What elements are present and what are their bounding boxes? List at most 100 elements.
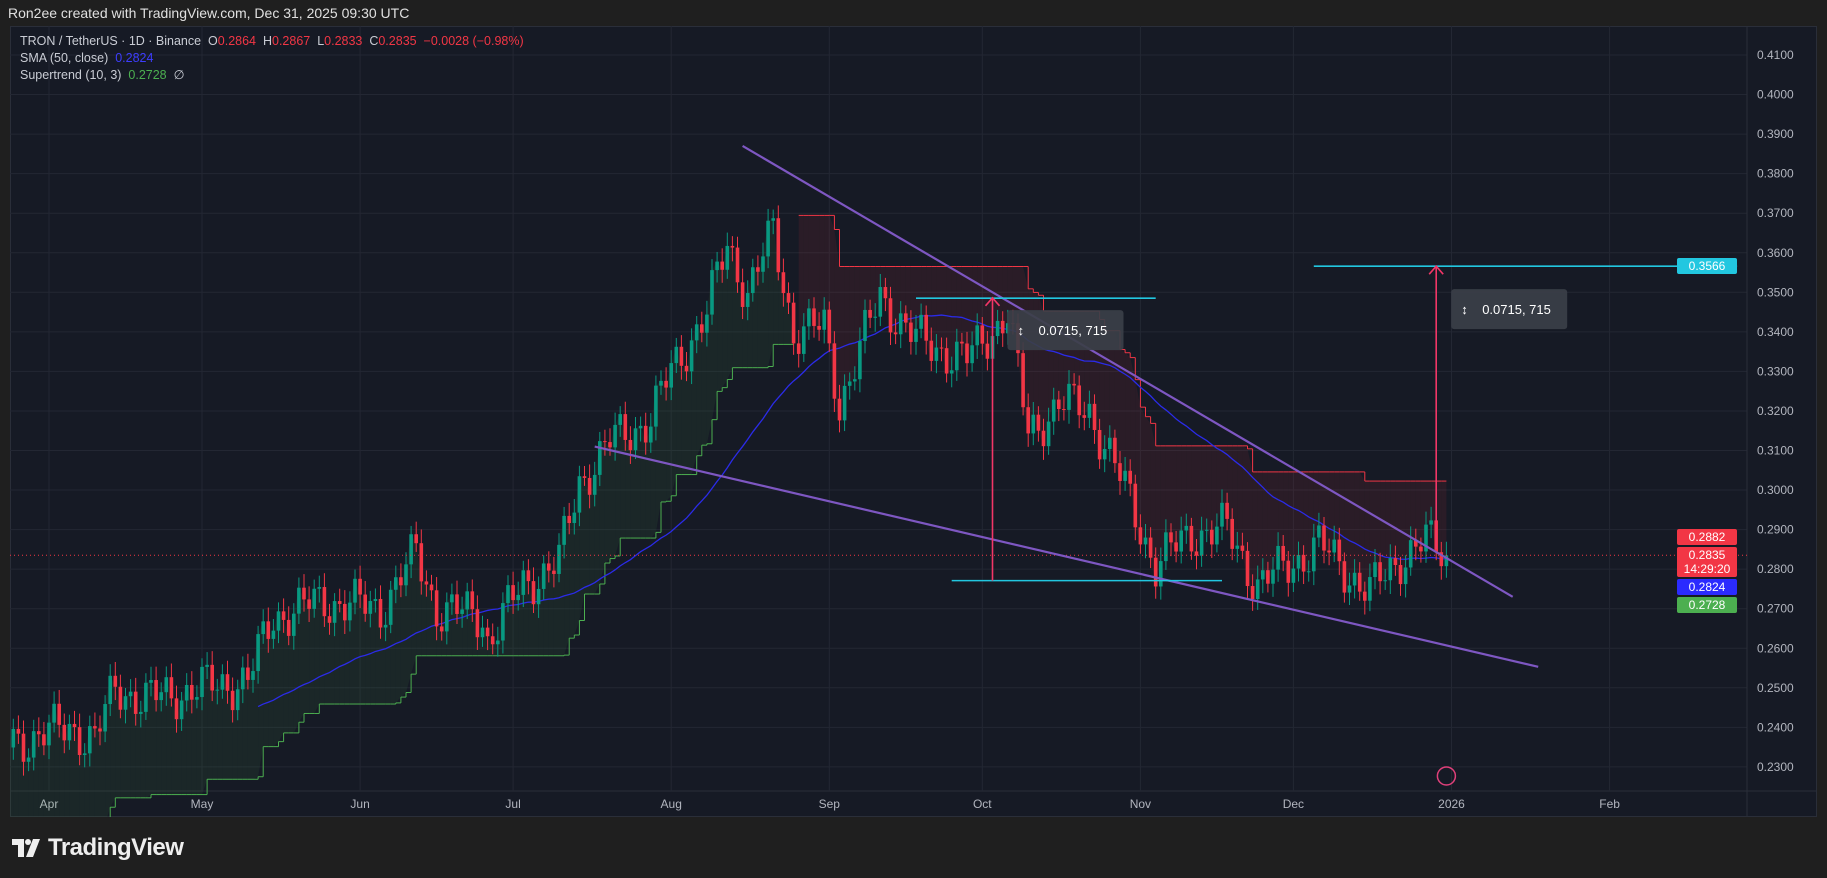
candle-body [455,594,459,614]
candle-body [1087,403,1092,418]
candle-body [322,587,327,617]
candle-body [1118,463,1122,481]
supertrend-fill [533,588,539,656]
supertrend-fill [870,266,876,318]
supertrend-fill [900,266,906,323]
supertrend-fill [186,684,192,795]
candle-body [684,365,689,372]
chart-credit: Ron2ee created with TradingView.com, Dec… [8,5,410,21]
candle-body [327,616,332,623]
price-chart[interactable]: 0.2300 0.2400 0.2500 0.2600 0.2700 0.2800 0.29… [10,26,1817,817]
candle-body [842,385,847,421]
supertrend-fill [727,245,733,380]
price-badge-value: 0.2882 [1688,529,1726,544]
candle-body [526,570,531,582]
supertrend-fill [1288,471,1294,583]
candle-body [592,474,597,495]
tradingview-logo[interactable]: TradingView [12,834,184,862]
supertrend-fill [1196,445,1202,556]
candle-body [1301,554,1306,572]
supertrend-fill [426,584,432,656]
supertrend-fill [783,293,789,345]
candle-body [133,691,138,714]
supertrend-fill [1420,481,1426,552]
supertrend-fill [1181,445,1187,531]
price-badge-value: 0.2824 [1688,580,1726,595]
candle-body [383,624,388,628]
candle-body [1220,502,1224,527]
y-tick-label: 0.3700 [1757,206,1794,220]
candle-body [796,343,801,354]
candle-body [740,282,745,307]
candle-body [531,581,536,605]
candle-body [1077,385,1081,416]
candle-body [516,594,520,601]
candle-body [1174,542,1178,552]
candle-body [929,340,934,361]
candle-body [1194,551,1199,556]
price-badge: 0.2835 14:29:20 [1677,547,1737,578]
supertrend-fill [814,215,820,330]
supertrend-fill [472,609,478,656]
candle-body [1429,520,1433,525]
candle-body [297,587,301,614]
supertrend-fill [1426,481,1432,525]
candle-body [598,441,602,475]
candle-body [1133,483,1138,528]
high-value: 0.2867 [272,34,311,48]
candle-body [700,324,704,333]
arrow-head-icon [984,296,1001,307]
supertrend-fill [1349,471,1355,586]
supertrend-fill [722,245,728,388]
candle-body [230,690,235,711]
candle-body [77,727,82,756]
supertrend-fill [696,324,702,456]
candle-body [1439,552,1444,567]
candle-body [725,245,730,270]
candle-body [144,682,148,712]
candle-body [1419,546,1423,552]
supertrend-fill [161,677,167,795]
y-tick-label: 0.3100 [1757,444,1794,458]
symbol-row[interactable]: TRON / TetherUS · 1D · Binance O0.2864 H… [20,33,524,50]
candle-body [31,731,36,758]
candle-body [388,589,393,625]
candle-body [873,316,877,318]
candle-body [654,385,658,427]
supertrend-fill [151,680,157,795]
supertrend-fill [839,266,845,421]
supertrend-fill [79,753,85,817]
candle-body [1266,570,1270,584]
candle-body [613,424,617,448]
sma-row[interactable]: SMA (50, close) 0.2824 [20,50,524,67]
candle-body [587,477,592,495]
supertrend-fill [18,733,24,817]
candle-body [995,320,1000,337]
supertrend-fill [717,261,723,392]
candle-body [536,588,541,605]
supertrend-fill [967,266,973,364]
supertrend-fill [314,587,320,714]
candle-body [1403,567,1408,585]
candle-body [337,601,342,604]
candle-body [159,692,163,701]
supertrend-fill [263,621,269,747]
candle-body [281,611,286,620]
supertrend-fill [344,602,350,705]
supertrend-fill [176,700,182,795]
supertrend-fill [222,674,228,780]
candle-body [1235,545,1240,549]
candle-body [1352,572,1357,586]
candle-body [1378,562,1382,582]
supertrend-fill [1007,266,1013,324]
measure-range-icon: ↕ [1018,323,1025,338]
supertrend-label: Supertrend (10, 3) [20,68,122,82]
candle-body [649,426,653,443]
candle-body [184,684,189,701]
candle-body [485,627,490,637]
supertrend-fill [283,619,289,733]
candle-body [735,247,740,283]
supertrend-fill [43,722,49,817]
supertrend-row[interactable]: Supertrend (10, 3) 0.2728 ∅ [20,67,524,84]
candle-body [781,272,786,294]
